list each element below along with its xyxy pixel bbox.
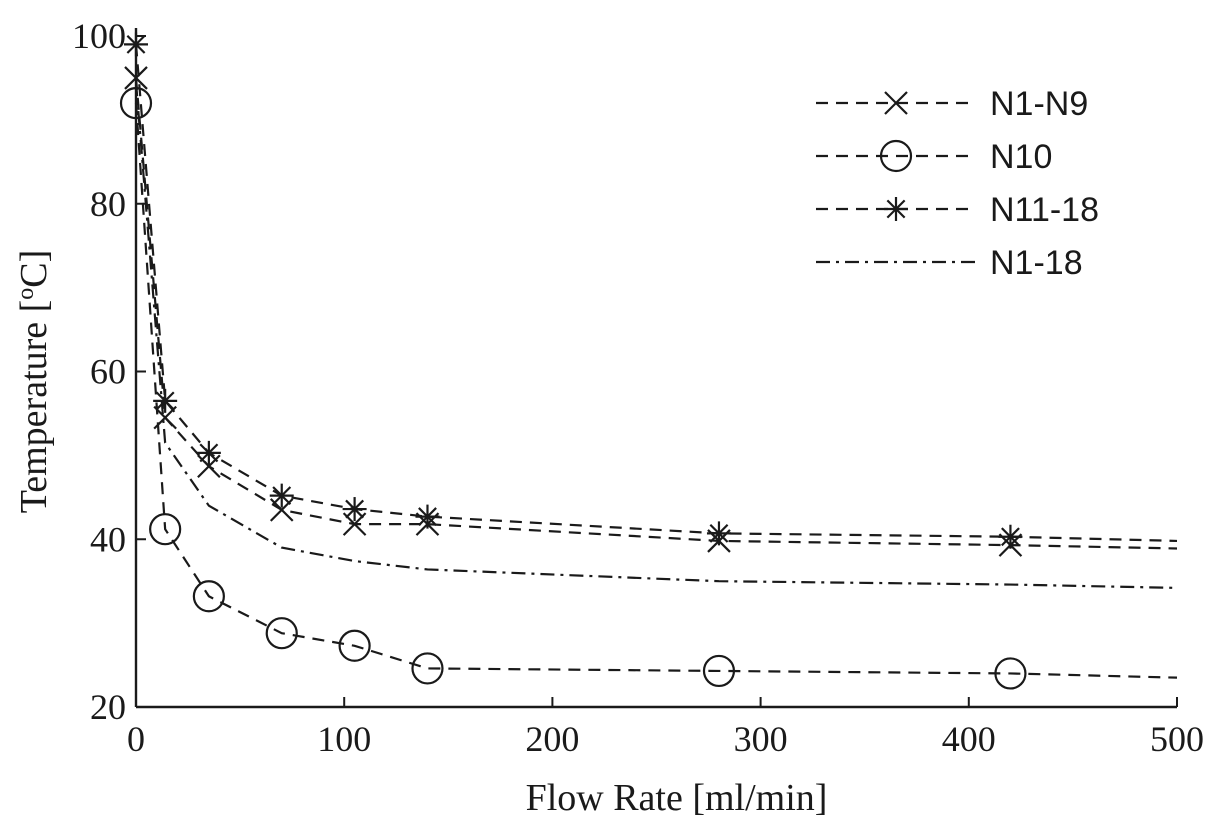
data-point — [994, 657, 1027, 690]
legend: N1-N9 N10 N11-18 N1-18 — [816, 85, 1099, 282]
legend-marker — [884, 197, 908, 221]
data-point — [149, 513, 182, 546]
data-point — [153, 388, 178, 413]
y-axis-label-main: Temperature [ — [13, 300, 55, 514]
y-axis-label-unit: C] — [13, 250, 55, 288]
x-axis-label: Flow Rate [ml/min] — [526, 777, 828, 819]
legend-label: N11-18 — [990, 191, 1099, 229]
data-point — [342, 497, 367, 522]
ticks-layer: 0 100 200 300 400 500 20 40 60 80 100 — [72, 16, 1204, 759]
y-tick-label: 80 — [90, 184, 126, 224]
x-tick-label: 400 — [942, 719, 996, 759]
y-axis-label: Temperature [oC] — [13, 250, 55, 514]
legend-item: N1-18 — [816, 244, 1083, 282]
x-tick-label: 500 — [1150, 719, 1204, 759]
y-tick-label: 60 — [90, 352, 126, 392]
x-tick-label: 100 — [317, 719, 371, 759]
data-point — [192, 580, 225, 613]
data-point — [411, 652, 444, 685]
y-tick-label: 20 — [90, 687, 126, 727]
data-point — [265, 617, 298, 650]
y-tick-label: 100 — [72, 16, 126, 56]
series-line — [134, 82, 1178, 589]
legend-label: N1-N9 — [990, 85, 1088, 123]
x-tick-label: 0 — [127, 719, 145, 759]
legend-item: N10 — [816, 138, 1052, 176]
data-point — [415, 504, 440, 529]
axes-layer — [134, 28, 1177, 709]
series-n11-18 — [124, 32, 1178, 549]
series-layer — [119, 32, 1178, 690]
data-point — [196, 440, 221, 465]
x-tick-label: 300 — [734, 719, 788, 759]
data-point — [706, 521, 731, 546]
data-point — [269, 483, 294, 508]
legend-item: N11-18 — [816, 191, 1099, 229]
data-point — [998, 524, 1023, 549]
series-line — [134, 103, 1178, 679]
legend-label: N1-18 — [990, 244, 1083, 282]
legend-item: N1-N9 — [816, 85, 1088, 123]
legend-marker — [884, 91, 908, 115]
y-axis-label-superscript: o — [13, 288, 39, 300]
x-tick-label: 200 — [525, 719, 579, 759]
legend-marker — [879, 139, 913, 173]
series-n10 — [119, 86, 1178, 690]
series-n1-18 — [134, 82, 1178, 589]
y-tick-label: 40 — [90, 519, 126, 559]
data-point — [702, 654, 736, 688]
data-point — [338, 629, 371, 662]
legend-label: N10 — [990, 138, 1052, 176]
